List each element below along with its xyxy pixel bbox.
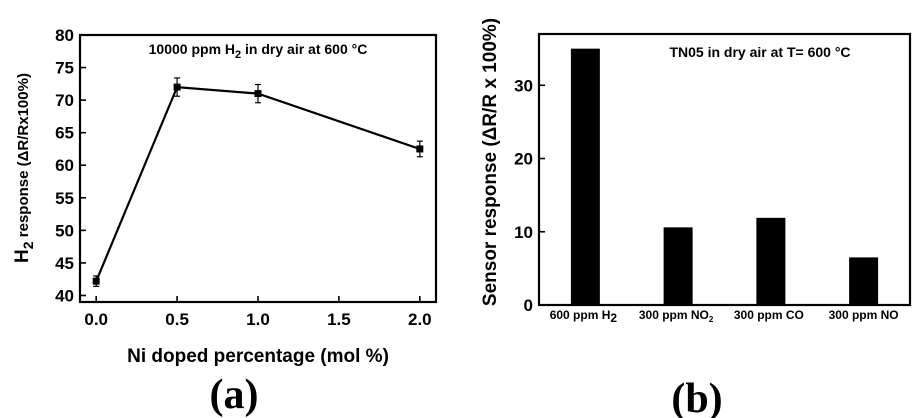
chart-b-category-label: 300 ppm CO (734, 308, 804, 322)
chart-a-panel-label: (a) (210, 372, 259, 418)
chart-b-bar (849, 257, 879, 305)
chart-a-series-line (95, 85, 421, 282)
chart-a-annotation: 10000 ppm H2 in dry air at 600 °C (149, 41, 368, 61)
chart-a-data-point (254, 90, 262, 98)
chart-a-y-tick-label: 50 (55, 221, 74, 240)
chart-a: 40 45 50 55 60 65 70 75 80 0.0 0.5 1.0 1.5 2.0 10000… (12, 26, 438, 418)
chart-b-y-tick-label: 0 (524, 296, 533, 315)
chart-b-y-ticks: 0 10 20 30 (514, 76, 545, 315)
chart-a-x-tick-label: 1.5 (327, 310, 351, 329)
chart-b-bars (570, 48, 879, 305)
chart-a-series (92, 77, 424, 287)
chart-b-bar (756, 217, 786, 305)
chart-b-category-label: 300 ppm NO (829, 308, 899, 322)
chart-a-y-tick-label: 55 (55, 189, 74, 208)
chart-b-plot-frame (537, 32, 912, 307)
chart-b-category-label: 300 ppm NO2 (639, 308, 714, 324)
chart-a-x-axis-label: Ni doped percentage (mol %) (127, 346, 389, 367)
chart-a-y-tick-label: 65 (55, 124, 74, 143)
chart-b-y-tick-label: 20 (514, 150, 533, 169)
chart-b-y-tick-label: 10 (514, 223, 533, 242)
chart-b: 0 10 20 30 600 ppm H2 300 ppm NO2 300 ppm CO 3… (480, 18, 912, 418)
chart-b-bar (570, 48, 600, 305)
chart-a-plot-frame (78, 33, 438, 304)
chart-a-x-tick-label: 1.0 (246, 310, 270, 329)
chart-b-annotation: TN05 in dry air at T= 600 °C (669, 44, 850, 60)
chart-a-y-tick-label: 40 (55, 286, 74, 305)
chart-a-x-tick-label: 0.0 (84, 310, 108, 329)
chart-a-y-axis-label: H2 response (ΔR/Rx100%) (12, 73, 36, 263)
chart-a-y-tick-label: 75 (55, 59, 74, 78)
chart-b-y-tick-label: 30 (514, 76, 533, 95)
chart-a-x-tick-label: 0.5 (165, 310, 189, 329)
chart-b-panel-label: (b) (671, 376, 722, 418)
chart-b-y-axis-label: Sensor response (ΔR/R x 100%) (480, 18, 501, 306)
chart-a-y-ticks: 40 45 50 55 60 65 70 75 80 (55, 26, 86, 305)
chart-a-data-point (173, 83, 181, 91)
chart-a-y-tick-label: 70 (55, 91, 74, 110)
chart-a-data-point (92, 277, 100, 285)
chart-a-y-tick-label: 60 (55, 156, 74, 175)
chart-b-category-label: 600 ppm H2 (550, 308, 618, 325)
chart-a-x-tick-label: 2.0 (408, 310, 432, 329)
chart-a-y-tick-label: 80 (55, 26, 74, 45)
chart-a-data-point (416, 145, 424, 153)
chart-b-bar (663, 227, 693, 305)
chart-a-x-ticks: 0.0 0.5 1.0 1.5 2.0 (84, 296, 432, 329)
chart-a-y-tick-label: 45 (55, 254, 74, 273)
chart-b-category-labels: 600 ppm H2 300 ppm NO2 300 ppm CO 300 ppm N… (550, 308, 899, 325)
